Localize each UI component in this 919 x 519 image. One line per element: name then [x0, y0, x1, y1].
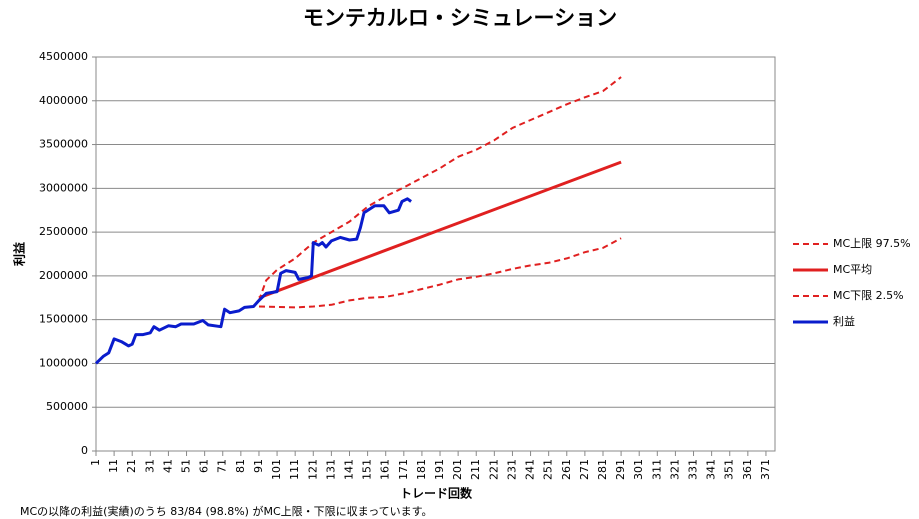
y-tick-label: 3000000 [39, 181, 88, 194]
x-tick-label: 371 [759, 459, 772, 480]
x-tick-label: 331 [687, 459, 700, 480]
legend-label: 利益 [833, 314, 855, 328]
x-tick-label: 211 [469, 459, 482, 480]
footnote: MCの以降の利益(実績)のうち 83/84 (98.8%) がMC上限・下限に収… [20, 504, 433, 518]
x-tick-label: 241 [524, 459, 537, 480]
series-line [258, 76, 622, 301]
x-tick-label: 1 [89, 459, 102, 466]
x-tick-label: 51 [180, 459, 193, 473]
x-tick-label: 181 [415, 459, 428, 480]
x-tick-label: 101 [270, 459, 283, 480]
series-line [258, 237, 622, 309]
x-tick-label: 361 [741, 459, 754, 480]
x-tick-label: 141 [342, 459, 355, 480]
y-tick-label: 4500000 [39, 50, 88, 63]
y-tick-label: 2500000 [39, 225, 88, 238]
x-tick-label: 231 [505, 459, 518, 480]
x-tick-label: 311 [650, 459, 663, 480]
x-tick-label: 261 [560, 459, 573, 480]
x-tick-label: 301 [632, 459, 645, 480]
x-tick-label: 191 [433, 459, 446, 480]
x-tick-label: 151 [361, 459, 374, 480]
x-tick-label: 21 [125, 459, 138, 473]
x-axis-title: トレード回数 [400, 486, 473, 501]
x-tick-label: 321 [668, 459, 681, 480]
y-axis-title: 利益 [12, 242, 27, 266]
x-tick-label: 291 [614, 459, 627, 480]
y-tick-label: 1500000 [39, 313, 88, 326]
x-tick-label: 61 [198, 459, 211, 473]
y-tick-label: 0 [81, 444, 88, 457]
x-tick-label: 341 [705, 459, 718, 480]
x-tick-label: 221 [487, 459, 500, 480]
y-tick-label: 3500000 [39, 138, 88, 151]
legend-label: MC上限 97.5% [833, 237, 911, 250]
series-line [94, 197, 412, 365]
legend-label: MC下限 2.5% [833, 289, 904, 302]
y-tick-label: 1000000 [39, 356, 88, 369]
legend-label: MC平均 [833, 263, 872, 276]
x-tick-label: 271 [578, 459, 591, 480]
x-tick-label: 131 [324, 459, 337, 480]
x-tick-label: 201 [451, 459, 464, 480]
x-tick-label: 11 [107, 459, 120, 473]
x-tick-label: 91 [252, 459, 265, 473]
x-tick-label: 351 [723, 459, 736, 480]
x-tick-label: 281 [596, 459, 609, 480]
series-line [258, 160, 622, 300]
x-tick-label: 251 [542, 459, 555, 480]
x-tick-label: 71 [216, 459, 229, 473]
x-tick-label: 121 [306, 459, 319, 480]
chart-title: モンテカルロ・シミュレーション [303, 6, 617, 30]
x-tick-label: 31 [143, 459, 156, 473]
y-tick-label: 500000 [46, 400, 88, 413]
y-tick-label: 2000000 [39, 269, 88, 282]
x-tick-label: 111 [288, 459, 301, 480]
y-tick-label: 4000000 [39, 94, 88, 107]
x-tick-label: 161 [379, 459, 392, 480]
x-tick-label: 81 [234, 459, 247, 473]
x-tick-label: 41 [161, 459, 174, 473]
x-tick-label: 171 [397, 459, 410, 480]
